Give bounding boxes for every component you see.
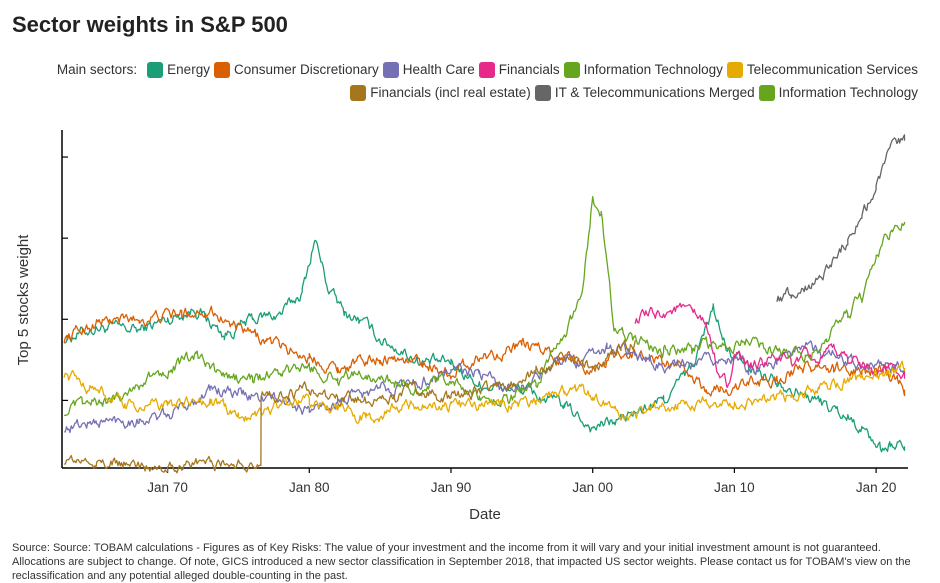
legend-item-label: Telecommunication Services	[746, 62, 918, 77]
legend-swatch	[758, 84, 775, 101]
legend-swatch	[382, 61, 399, 78]
legend-swatch	[726, 61, 743, 78]
legend-item-label: Consumer Discretionary	[233, 62, 379, 77]
legend-item[interactable]: Health Care	[382, 61, 475, 78]
series-line	[63, 305, 906, 397]
legend-item[interactable]: Financials	[478, 61, 560, 78]
legend-item[interactable]: Information Technology	[758, 84, 918, 101]
legend-item[interactable]: Telecommunication Services	[726, 61, 918, 78]
legend-swatch	[534, 84, 551, 101]
series-line	[64, 339, 636, 474]
legend-item-label: Information Technology	[583, 62, 723, 77]
legend: Main sectors: Energy Consumer Discretiona…	[38, 58, 918, 104]
x-tick-label: Jan 80	[289, 480, 330, 495]
series-line	[63, 196, 906, 417]
legend-swatch	[213, 61, 230, 78]
legend-swatch	[147, 61, 164, 78]
x-tick-label: Jan 90	[431, 480, 472, 495]
legend-item-label: Energy	[167, 62, 210, 77]
legend-item[interactable]: Consumer Discretionary	[213, 61, 379, 78]
source-note: Source: Source: TOBAM calculations - Fig…	[12, 542, 911, 582]
legend-row: Financials (incl real estate) IT & Teleco…	[38, 81, 918, 104]
legend-item-label: IT & Telecommunications Merged	[554, 85, 755, 100]
legend-swatch	[350, 84, 367, 101]
legend-item[interactable]: Financials (incl real estate)	[350, 84, 531, 101]
legend-row: Main sectors: Energy Consumer Discretiona…	[38, 58, 918, 81]
legend-item[interactable]: Information Technology	[563, 61, 723, 78]
chart-title: Sector weights in S&P 500	[12, 12, 288, 37]
x-tick-label: Jan 10	[714, 480, 755, 495]
series-line	[634, 302, 906, 388]
legend-swatch	[563, 61, 580, 78]
series-line	[64, 239, 906, 453]
x-tick-label: Jan 20	[856, 480, 897, 495]
axes: Jan 70 Jan 80 Jan 90 Jan 00 Jan 10 Jan 20	[61, 130, 908, 495]
x-axis-label: Date	[469, 506, 501, 523]
series-lines	[63, 134, 906, 474]
legend-item-label: Health Care	[402, 62, 475, 77]
line-chart: Jan 70 Jan 80 Jan 90 Jan 00 Jan 10 Jan 20 Top…	[15, 130, 908, 523]
legend-item-label: Information Technology	[778, 85, 918, 100]
legend-item-label: Financials (incl real estate)	[370, 85, 531, 100]
legend-title: Main sectors:	[56, 62, 138, 77]
legend-item[interactable]: Energy	[147, 61, 210, 78]
x-tick-label: Jan 00	[572, 480, 613, 495]
legend-item[interactable]: IT & Telecommunications Merged	[534, 84, 755, 101]
series-line	[776, 134, 906, 302]
x-tick-label: Jan 70	[147, 480, 188, 495]
y-axis-label: Top 5 stocks weight	[15, 234, 32, 366]
series-line	[63, 360, 906, 425]
legend-item-label: Financials	[498, 62, 560, 77]
legend-swatch	[478, 61, 495, 78]
